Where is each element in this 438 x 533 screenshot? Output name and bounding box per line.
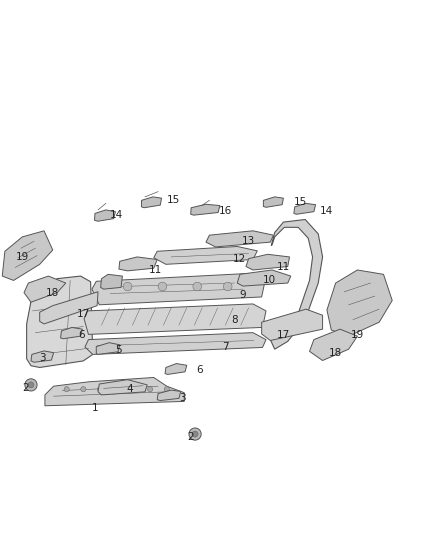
Circle shape: [189, 428, 201, 440]
Circle shape: [81, 386, 86, 392]
Text: 18: 18: [46, 288, 60, 298]
Circle shape: [193, 282, 201, 291]
Text: 3: 3: [39, 353, 46, 363]
Polygon shape: [141, 197, 162, 208]
Text: 2: 2: [22, 383, 28, 393]
Text: 15: 15: [167, 196, 180, 205]
Circle shape: [158, 282, 167, 291]
Text: 1: 1: [92, 403, 98, 413]
Polygon shape: [84, 304, 266, 334]
Polygon shape: [27, 276, 93, 367]
Text: 11: 11: [277, 262, 290, 272]
Text: 13: 13: [242, 236, 255, 246]
Polygon shape: [101, 274, 122, 289]
Text: 19: 19: [351, 330, 364, 340]
Circle shape: [114, 386, 119, 392]
Polygon shape: [154, 246, 257, 264]
Polygon shape: [2, 231, 53, 280]
Text: 17: 17: [77, 309, 90, 319]
Circle shape: [131, 386, 136, 392]
Circle shape: [148, 386, 153, 392]
Circle shape: [64, 386, 69, 392]
Polygon shape: [237, 270, 291, 286]
Polygon shape: [31, 351, 53, 362]
Circle shape: [25, 379, 37, 391]
Polygon shape: [191, 204, 220, 215]
Polygon shape: [45, 377, 184, 406]
Text: 16: 16: [219, 206, 232, 216]
Text: 15: 15: [294, 197, 307, 207]
Polygon shape: [294, 204, 316, 214]
Text: 12: 12: [233, 254, 247, 264]
Text: 19: 19: [16, 252, 29, 262]
Text: 6: 6: [78, 330, 85, 340]
Text: 14: 14: [110, 210, 124, 220]
Polygon shape: [157, 390, 181, 400]
Polygon shape: [24, 276, 66, 302]
Circle shape: [164, 386, 170, 392]
Text: 2: 2: [187, 432, 194, 442]
Polygon shape: [85, 333, 266, 354]
Polygon shape: [246, 254, 290, 270]
Text: 11: 11: [149, 265, 162, 275]
Circle shape: [192, 431, 198, 437]
Polygon shape: [92, 273, 265, 305]
Polygon shape: [310, 329, 357, 360]
Circle shape: [97, 386, 102, 392]
Text: 8: 8: [231, 314, 237, 325]
Polygon shape: [327, 270, 392, 336]
Polygon shape: [96, 343, 120, 354]
Polygon shape: [60, 327, 82, 339]
Polygon shape: [98, 379, 147, 395]
Text: 10: 10: [262, 276, 276, 286]
Polygon shape: [40, 292, 98, 324]
Polygon shape: [206, 231, 273, 247]
Text: 5: 5: [116, 345, 122, 355]
Polygon shape: [261, 309, 322, 341]
Polygon shape: [95, 210, 116, 221]
Polygon shape: [119, 257, 157, 271]
Text: 6: 6: [196, 365, 203, 375]
Circle shape: [223, 282, 232, 291]
Text: 4: 4: [127, 384, 133, 394]
Text: 3: 3: [179, 393, 185, 403]
Text: 18: 18: [329, 348, 342, 358]
Polygon shape: [165, 364, 187, 375]
Text: 17: 17: [277, 330, 290, 340]
Text: 7: 7: [222, 342, 229, 352]
Polygon shape: [263, 197, 283, 207]
Circle shape: [123, 282, 132, 291]
Text: 9: 9: [240, 290, 246, 300]
Text: 14: 14: [320, 206, 334, 216]
Circle shape: [28, 382, 34, 388]
Polygon shape: [270, 220, 322, 349]
